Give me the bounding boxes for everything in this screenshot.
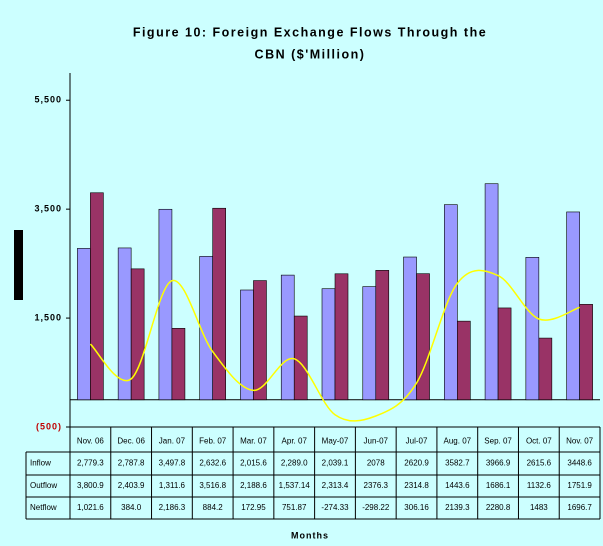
legend-label: Inflow [30, 459, 51, 468]
bar [375, 270, 390, 401]
table-value: 2376.3 [364, 481, 389, 490]
table-value: 2,186.3 [159, 503, 186, 512]
table-value: 384.0 [121, 503, 142, 512]
y-tick-label: (500) [36, 421, 62, 431]
bar [566, 211, 580, 401]
bar [212, 207, 226, 401]
table-value: 2280.8 [486, 503, 511, 512]
x-tick-label: Jun-07 [364, 437, 389, 446]
bar [199, 256, 213, 401]
bar [403, 256, 417, 401]
bar [525, 257, 540, 401]
bar [240, 289, 254, 401]
table-value: 1483 [530, 503, 548, 512]
y-tick-label: 3,500 [34, 204, 62, 214]
bar [280, 274, 295, 401]
bar [158, 208, 173, 401]
table-value: 2,289.0 [281, 459, 308, 468]
table-value: 2,403.9 [118, 481, 145, 490]
bar [362, 286, 377, 401]
x-tick-label: Mar. 07 [240, 437, 267, 446]
table-value: 3,800.9 [77, 481, 104, 490]
table-value: 1,311.6 [159, 481, 186, 490]
table-value: 3,516.8 [199, 481, 226, 490]
x-axis-title: Months [291, 530, 329, 540]
table-value: 751.87 [282, 503, 307, 512]
table-value: 3966.9 [486, 459, 511, 468]
chart-subtitle: CBN ($'Million) [255, 47, 366, 61]
bar [334, 273, 349, 401]
bar [416, 273, 430, 401]
table-value: -274.33 [321, 503, 349, 512]
table-value: 2615.6 [527, 459, 552, 468]
bar [117, 247, 132, 401]
table-value: 2078 [367, 459, 385, 468]
table-value: 1,537.14 [279, 481, 311, 490]
x-tick-label: Jan. 07 [159, 437, 186, 446]
bar [444, 204, 458, 401]
table-value: 2,015.6 [240, 459, 267, 468]
table-value: -298.22 [362, 503, 390, 512]
table-value: 2,787.8 [118, 459, 145, 468]
table-value: 2,313.4 [322, 481, 349, 490]
line [89, 269, 580, 422]
bar [293, 315, 308, 401]
table-value: 884.2 [203, 503, 224, 512]
table-value: 172.95 [241, 503, 266, 512]
x-tick-label: Nov. 07 [566, 437, 594, 446]
x-tick-label: Oct. 07 [526, 437, 552, 446]
legend-label: Outflow [30, 481, 57, 490]
table-value: 1751.9 [567, 481, 592, 490]
y-tick-label: 1,500 [34, 312, 62, 322]
bar [497, 307, 512, 401]
bar [579, 304, 593, 401]
axis-title-block [14, 230, 23, 300]
y-tick-label: 5,500 [34, 95, 62, 105]
table-value: 1443.6 [445, 481, 470, 490]
table-value: 306.16 [404, 503, 429, 512]
table-value: 3582.7 [445, 459, 470, 468]
table-value: 3448.6 [567, 459, 592, 468]
x-tick-label: Nov. 06 [77, 437, 105, 446]
table-value: 2,188.6 [240, 481, 267, 490]
x-tick-label: Jul-07 [406, 437, 428, 446]
legend-label: Netflow [30, 503, 57, 512]
bar [457, 320, 471, 401]
table-value: 2314.8 [404, 481, 429, 490]
table-value: 1686.1 [486, 481, 511, 490]
bar [171, 328, 186, 401]
table-value: 2,779.3 [77, 459, 104, 468]
bar [90, 192, 104, 401]
bar [484, 183, 499, 401]
table-value: 2,632.6 [199, 459, 226, 468]
table-value: 1132.6 [527, 481, 551, 490]
bar [130, 268, 145, 401]
table-value: 2139.3 [445, 503, 470, 512]
table-value: 3,497.8 [159, 459, 186, 468]
x-tick-label: Sep. 07 [484, 437, 512, 446]
table-value: 2620.9 [404, 459, 429, 468]
table-value: 1696.7 [567, 503, 592, 512]
x-tick-label: May-07 [322, 437, 349, 446]
bar [253, 280, 267, 401]
bar [321, 288, 336, 401]
bar [538, 337, 553, 401]
x-tick-label: Dec. 06 [117, 437, 145, 446]
table-value: 2,039.1 [322, 459, 349, 468]
x-tick-label: Feb. 07 [199, 437, 227, 446]
x-tick-label: Aug. 07 [444, 437, 472, 446]
bar [77, 248, 91, 401]
x-tick-label: Apr. 07 [282, 437, 308, 446]
table-value: 1,021.6 [77, 503, 104, 512]
chart-title: Figure 10: Foreign Exchange Flows Throug… [133, 25, 487, 39]
